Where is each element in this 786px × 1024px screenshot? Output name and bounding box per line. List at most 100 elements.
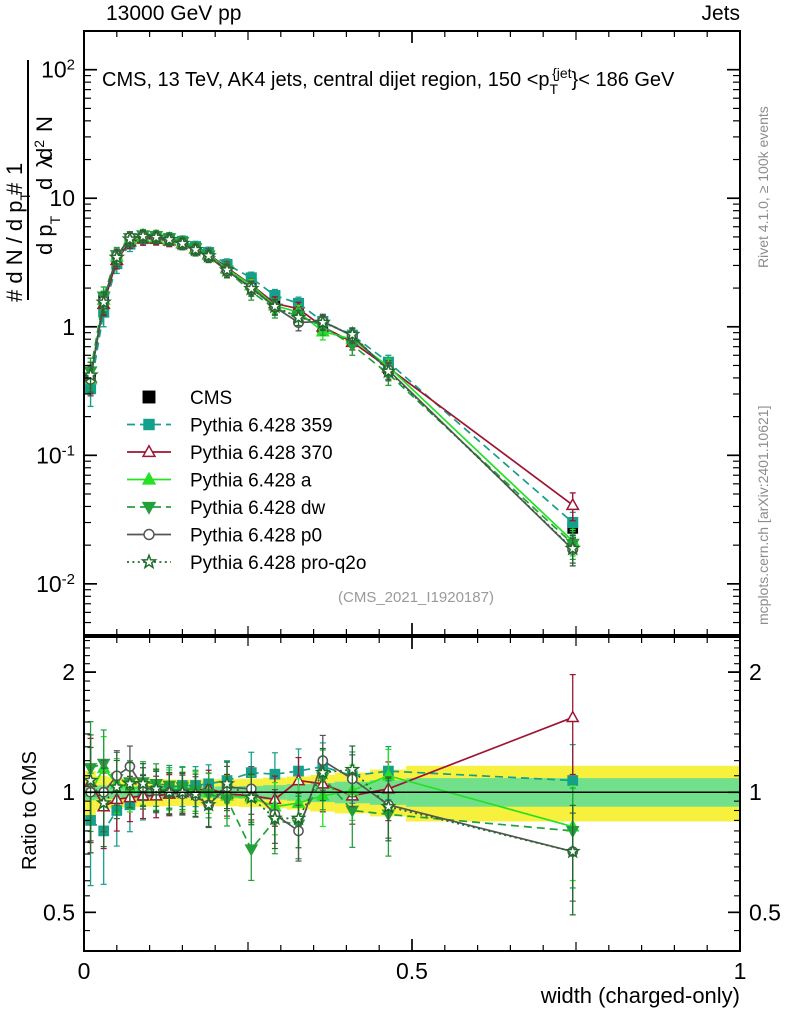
marker-star — [564, 843, 581, 859]
y-tick-label: 10-1 — [36, 442, 75, 469]
ratio-y-tick-label-right: 1 — [749, 779, 762, 805]
series-cms — [85, 231, 579, 539]
marker-star — [380, 362, 397, 379]
marker-triangle-down — [244, 844, 259, 857]
marker-star — [108, 248, 126, 265]
marker-circle — [143, 528, 155, 541]
y-tick-label: 102 — [41, 56, 75, 83]
marker-star — [200, 796, 217, 812]
marker-star — [95, 293, 112, 310]
marker-triangle-up — [141, 471, 157, 485]
legend: CMS Pythia 6.428 359 Pythia 6.428 370 Pythi… — [127, 388, 366, 574]
marker-square — [567, 775, 579, 786]
legend-item-pythia-6-428-370[interactable]: Pythia 6.428 370 — [127, 443, 333, 464]
x-tick-label: 1 — [734, 958, 747, 984]
y-tick-label: 10-2 — [36, 570, 75, 597]
marker-star — [148, 780, 165, 796]
marker-triangle-up — [565, 710, 580, 723]
ylabel-lambda: λ — [32, 157, 57, 168]
ratio-y-tick-label: 2 — [62, 659, 75, 685]
legend-label: Pythia 6.428 p0 — [190, 526, 322, 547]
ratio-y-axis-label: Ratio to CMS — [19, 751, 41, 870]
marker-triangle-down — [141, 501, 157, 515]
series-pythia-6-428-359 — [85, 231, 579, 536]
ratio-y-ticks: 2 2 1 1 0.5 0.5 — [43, 640, 781, 952]
marker-star — [243, 279, 260, 296]
marker-star — [266, 809, 283, 826]
marker-star — [140, 553, 158, 570]
marker-star — [218, 261, 236, 278]
marker-star — [290, 809, 307, 826]
series-pythia-6-428-pro-q2o — [82, 227, 581, 567]
ratio-y-tick-label: 0.5 — [43, 899, 75, 925]
legend-item-pythia-6-428-pro-q2o[interactable]: Pythia 6.428 pro-q2o — [127, 553, 366, 574]
legend-label: Pythia 6.428 pro-q2o — [190, 553, 366, 574]
series-line — [89, 234, 574, 545]
legend-item-cms[interactable]: CMS — [142, 388, 232, 409]
ylabel-hash-2: # — [2, 182, 27, 195]
ratio-y-tick-label-right: 2 — [749, 659, 762, 685]
series-line — [89, 235, 574, 551]
legend-label: Pythia 6.428 359 — [190, 416, 333, 437]
dataset-watermark: (CMS_2021_I1920187) — [338, 589, 494, 606]
header-left-text: 13000 GeV pp — [106, 2, 241, 25]
ylabel-dlambda-d: d — [32, 178, 57, 190]
legend-item-pythia-6-428-p0[interactable]: Pythia 6.428 p0 — [127, 526, 322, 547]
ratio-y-tick-label: 1 — [62, 779, 75, 805]
marker-star — [135, 775, 152, 791]
legend-item-pythia-6-428-a[interactable]: Pythia 6.428 a — [127, 471, 312, 492]
marker-star — [314, 313, 332, 330]
side-text-bottom: mcplots.cern.ch [arXiv:2401.10621] — [755, 406, 771, 625]
ylabel-d2n-d: d2 — [31, 140, 57, 160]
marker-star — [344, 325, 361, 342]
main-y-ticks: 102 10 1 10-1 10-2 — [36, 30, 740, 636]
marker-star — [82, 772, 99, 788]
series-line — [89, 235, 574, 542]
marker-star — [200, 247, 217, 263]
marker-star — [147, 228, 165, 245]
ratio-line — [89, 768, 573, 853]
ratio-y-tick-label-right: 0.5 — [749, 899, 781, 925]
main-panel-frame — [83, 30, 741, 636]
ylabel-dpt: d pT — [32, 215, 63, 255]
legend-label: Pythia 6.428 a — [190, 471, 312, 492]
marker-triangle-up — [141, 444, 157, 458]
marker-star — [290, 308, 307, 325]
header-right-text: Jets — [701, 2, 740, 25]
legend-item-pythia-6-428-dw[interactable]: Pythia 6.428 dw — [127, 498, 325, 519]
ylabel-d2n-n: N — [32, 116, 57, 132]
series-pythia-6-428-dw — [83, 228, 580, 561]
ratio-panel-series — [82, 674, 581, 916]
legend-label: Pythia 6.428 dw — [190, 498, 325, 519]
marker-star — [121, 775, 138, 791]
x-ticks: 0 0.5 1 — [78, 31, 747, 984]
marker-square — [142, 390, 156, 404]
ratio-series-pythia-6-428-370 — [83, 674, 580, 850]
marker-star — [219, 775, 236, 791]
plot-title: CMS, 13 TeV, AK4 jets, central dijet reg… — [102, 65, 675, 97]
ylabel-one: 1 — [2, 163, 27, 175]
marker-star — [134, 227, 152, 244]
legend-label: CMS — [190, 388, 232, 409]
marker-star — [243, 789, 260, 805]
marker-star — [187, 240, 204, 257]
y-tick-label: 10 — [49, 185, 75, 211]
marker-star — [108, 778, 125, 794]
marker-square — [143, 418, 155, 431]
marker-star — [121, 230, 139, 247]
marker-star — [344, 761, 361, 777]
marker-star — [314, 764, 331, 780]
series-pythia-6-428-p0 — [85, 230, 579, 564]
main-panel-series — [82, 227, 581, 567]
marker-star — [266, 297, 284, 314]
marker-star — [564, 539, 581, 556]
marker-star — [95, 794, 112, 810]
legend-label: Pythia 6.428 370 — [190, 443, 333, 464]
x-axis-label: width (charged-only) — [540, 983, 740, 1008]
x-tick-label: 0 — [78, 958, 91, 984]
legend-item-pythia-6-428-359[interactable]: Pythia 6.428 359 — [127, 416, 333, 437]
marker-star — [174, 234, 191, 251]
